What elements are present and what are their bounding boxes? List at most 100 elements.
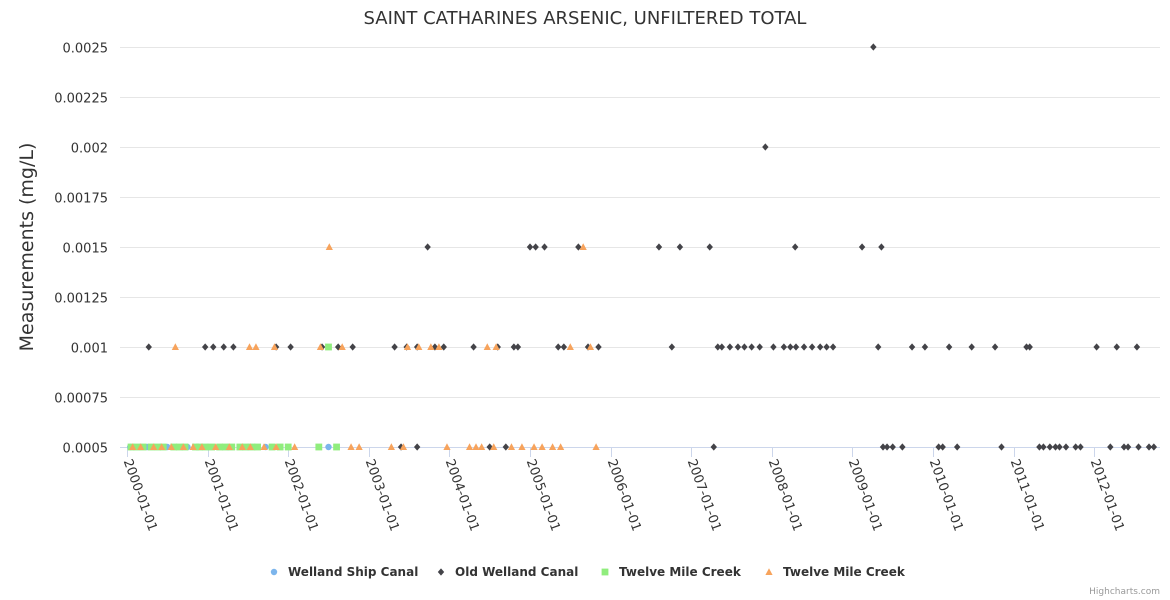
data-point[interactable]	[579, 243, 587, 250]
data-point[interactable]	[435, 343, 443, 350]
data-point[interactable]	[1052, 443, 1059, 451]
data-point[interactable]	[726, 343, 734, 351]
data-point[interactable]	[1077, 443, 1084, 451]
data-point[interactable]	[935, 443, 942, 451]
data-point[interactable]	[945, 343, 953, 351]
data-point[interactable]	[158, 443, 166, 450]
data-point[interactable]	[291, 443, 299, 450]
data-point[interactable]	[889, 443, 896, 451]
data-point[interactable]	[1072, 443, 1079, 451]
data-point[interactable]	[874, 343, 882, 351]
data-point[interactable]	[254, 443, 261, 451]
data-point[interactable]	[998, 443, 1005, 451]
data-point[interactable]	[878, 243, 885, 251]
data-point[interactable]	[1135, 443, 1142, 451]
data-point[interactable]	[242, 443, 249, 451]
data-point[interactable]	[238, 443, 246, 450]
data-point[interactable]	[595, 343, 602, 351]
data-point[interactable]	[510, 343, 518, 351]
data-point[interactable]	[349, 343, 356, 351]
data-point[interactable]	[236, 443, 244, 451]
data-point[interactable]	[220, 343, 227, 351]
data-point[interactable]	[325, 443, 332, 451]
data-point[interactable]	[668, 343, 676, 351]
data-point[interactable]	[1026, 343, 1033, 351]
data-point[interactable]	[791, 243, 799, 251]
data-point[interactable]	[154, 443, 162, 451]
data-point[interactable]	[490, 443, 498, 450]
data-point[interactable]	[315, 443, 323, 451]
data-point[interactable]	[756, 343, 763, 351]
data-point[interactable]	[333, 443, 340, 451]
data-point[interactable]	[216, 443, 224, 451]
data-point[interactable]	[555, 343, 562, 351]
data-point[interactable]	[592, 443, 600, 450]
data-point[interactable]	[792, 343, 800, 351]
data-point[interactable]	[879, 443, 887, 451]
data-point[interactable]	[883, 443, 891, 451]
data-point[interactable]	[260, 443, 268, 450]
data-point[interactable]	[714, 343, 721, 351]
data-point[interactable]	[968, 343, 975, 351]
data-point[interactable]	[538, 443, 546, 450]
data-point[interactable]	[198, 443, 206, 450]
data-point[interactable]	[908, 343, 916, 351]
data-point[interactable]	[427, 343, 435, 350]
data-point[interactable]	[270, 343, 279, 350]
data-point[interactable]	[355, 443, 363, 450]
data-point[interactable]	[415, 343, 423, 350]
data-point[interactable]	[1093, 343, 1100, 351]
data-point[interactable]	[1056, 443, 1063, 451]
data-point[interactable]	[1120, 443, 1128, 451]
data-point[interactable]	[347, 443, 355, 450]
data-point[interactable]	[575, 243, 582, 251]
data-point[interactable]	[816, 343, 824, 351]
data-point[interactable]	[676, 243, 684, 251]
data-point[interactable]	[530, 443, 538, 450]
data-point[interactable]	[413, 443, 421, 451]
data-point[interactable]	[734, 343, 742, 351]
data-point[interactable]	[548, 443, 557, 450]
data-point[interactable]	[526, 243, 534, 251]
data-point[interactable]	[560, 343, 568, 351]
data-point[interactable]	[129, 443, 137, 450]
data-point[interactable]	[483, 343, 491, 350]
data-point[interactable]	[514, 343, 522, 351]
data-point[interactable]	[518, 443, 526, 450]
data-point[interactable]	[221, 443, 229, 451]
data-point[interactable]	[586, 343, 595, 350]
data-point[interactable]	[1036, 443, 1043, 451]
credits-link[interactable]: Highcharts.com	[1089, 587, 1160, 597]
legend-item[interactable]: Twelve Mile Creek	[601, 565, 742, 579]
data-point[interactable]	[230, 343, 237, 351]
data-point[interactable]	[287, 343, 294, 351]
data-point[interactable]	[399, 443, 408, 450]
data-point[interactable]	[770, 343, 777, 351]
data-point[interactable]	[655, 243, 663, 251]
data-point[interactable]	[325, 243, 333, 250]
data-point[interactable]	[741, 343, 748, 351]
data-point[interactable]	[1113, 343, 1120, 351]
data-point[interactable]	[939, 443, 946, 451]
data-point[interactable]	[316, 343, 325, 350]
data-point[interactable]	[167, 443, 175, 450]
data-point[interactable]	[1145, 443, 1153, 451]
data-point[interactable]	[472, 443, 480, 450]
data-point[interactable]	[858, 243, 866, 251]
data-point[interactable]	[1107, 443, 1114, 451]
data-point[interactable]	[403, 343, 412, 350]
data-point[interactable]	[829, 343, 837, 351]
data-point[interactable]	[147, 443, 155, 451]
legend-item[interactable]: Welland Ship Canal	[270, 565, 419, 579]
data-point[interactable]	[557, 443, 565, 450]
data-point[interactable]	[1133, 343, 1141, 351]
data-point[interactable]	[566, 343, 574, 350]
data-point[interactable]	[1040, 443, 1047, 451]
data-point[interactable]	[706, 243, 713, 251]
data-point[interactable]	[1150, 443, 1158, 451]
data-point[interactable]	[507, 443, 516, 450]
data-point[interactable]	[245, 343, 254, 350]
data-point[interactable]	[387, 443, 395, 450]
data-point[interactable]	[953, 443, 961, 451]
data-point[interactable]	[1062, 443, 1070, 451]
